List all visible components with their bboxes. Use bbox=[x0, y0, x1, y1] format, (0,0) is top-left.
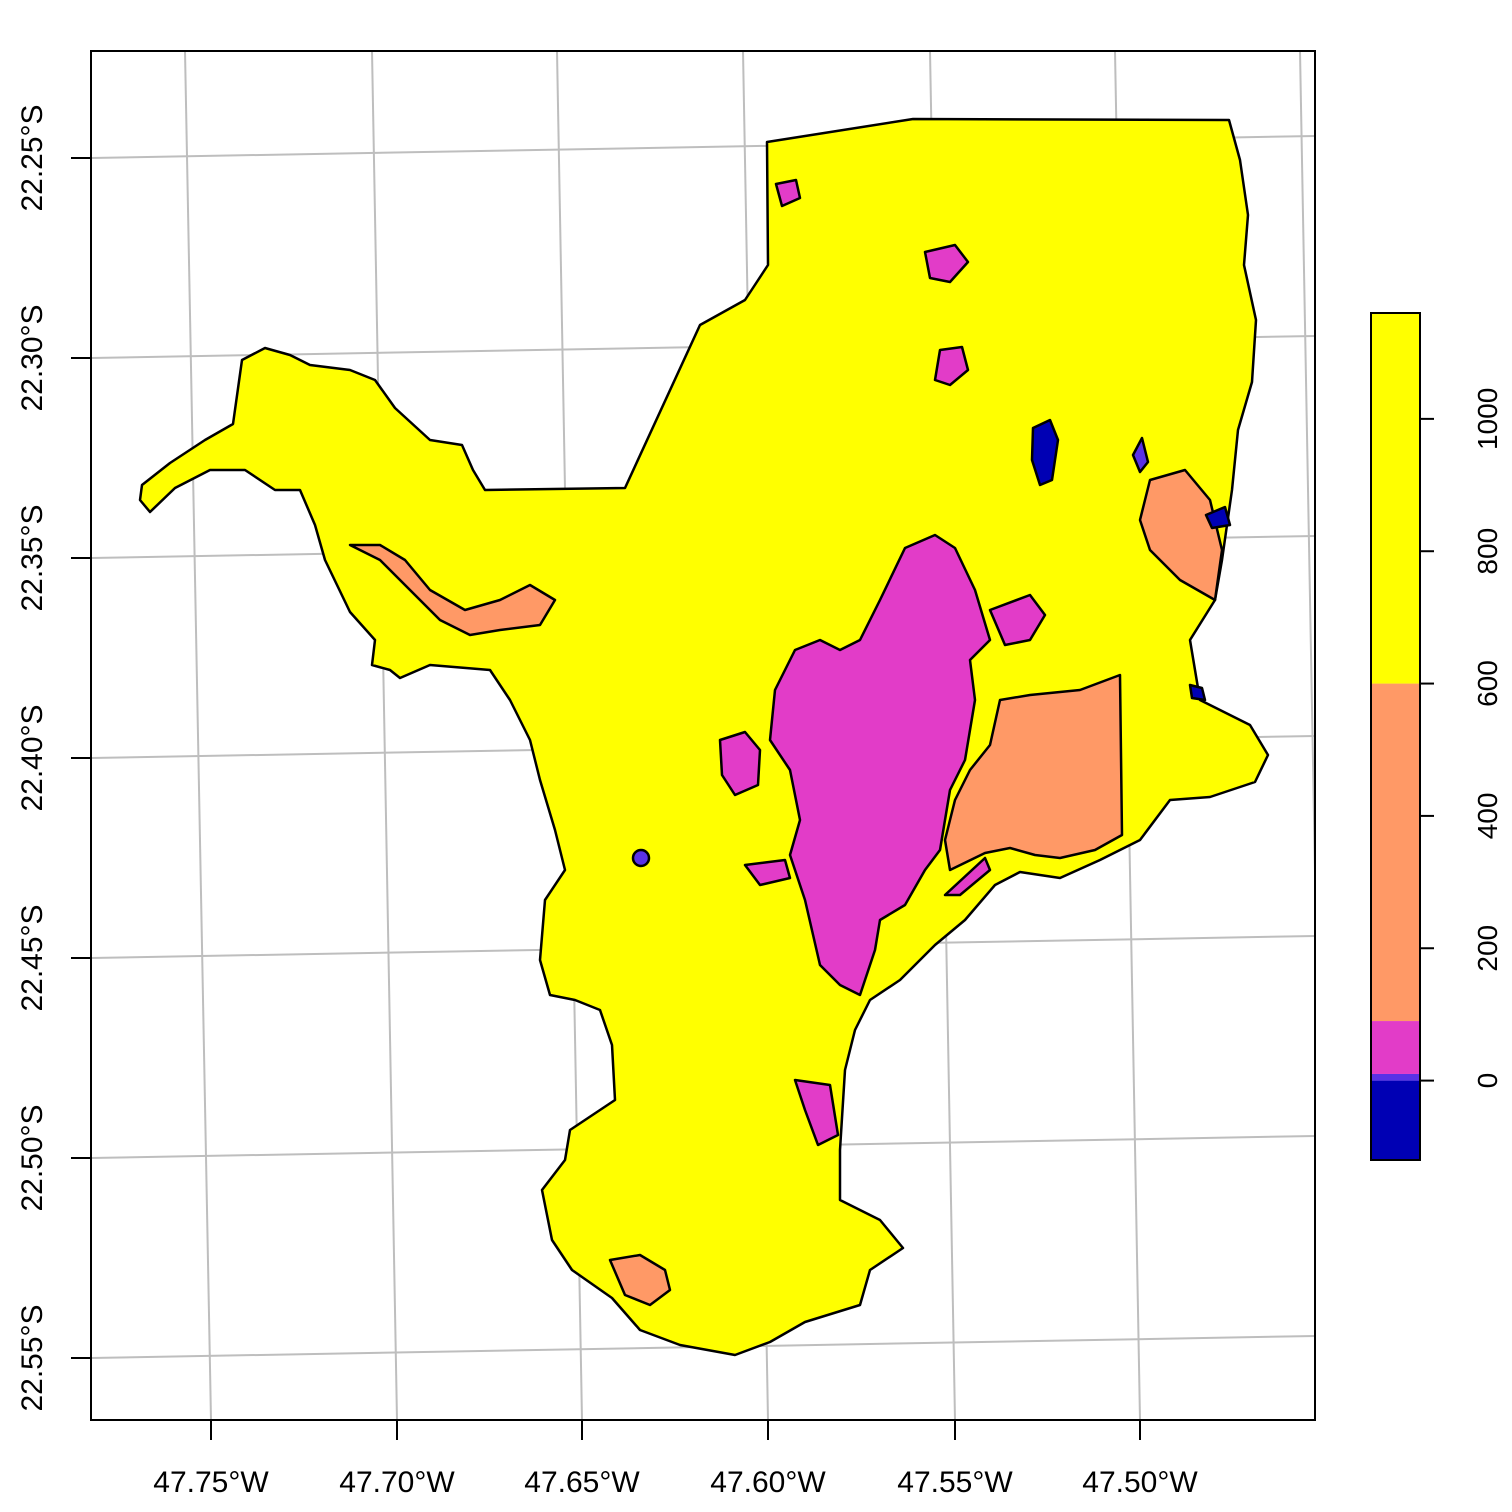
municipality-map bbox=[138, 117, 1270, 1357]
region-high bbox=[138, 117, 1270, 1357]
region-urban-center bbox=[768, 533, 992, 997]
region-urban-north bbox=[923, 243, 970, 284]
legend-band-4 bbox=[1371, 683, 1420, 1022]
x-axis bbox=[210, 1420, 1141, 1440]
lon-label-4: 47.60°W bbox=[710, 1466, 826, 1499]
legend-bands bbox=[1371, 313, 1420, 1160]
region-urban-southeast-strip bbox=[943, 856, 992, 897]
lat-label-1: 22.25°S bbox=[16, 104, 49, 211]
lat-label-3: 22.35°S bbox=[16, 504, 49, 611]
lon-label-1: 47.75°W bbox=[153, 1466, 269, 1499]
y-axis bbox=[71, 157, 91, 1359]
lon-label-3: 47.65°W bbox=[524, 1466, 640, 1499]
legend-ticks: 0 200 400 600 800 1000 bbox=[1420, 388, 1503, 1089]
region-mid-south bbox=[608, 1253, 672, 1307]
region-mid-west bbox=[348, 543, 557, 637]
legend-label-6: 1000 bbox=[1472, 388, 1503, 450]
legend-band-1 bbox=[1371, 1080, 1420, 1160]
region-urban-west bbox=[718, 730, 762, 797]
region-urban-northwest bbox=[774, 178, 802, 208]
legend-colorbar: 0 200 400 600 800 1000 bbox=[1370, 312, 1503, 1161]
legend-label-4: 600 bbox=[1472, 660, 1503, 707]
lat-label-2: 22.30°S bbox=[16, 304, 49, 411]
region-water-reservoir bbox=[1131, 436, 1150, 474]
plot-frame bbox=[90, 50, 1316, 1421]
region-urban-north-2 bbox=[933, 345, 970, 387]
region-mid-northeast bbox=[1138, 468, 1224, 602]
lon-label-6: 47.50°W bbox=[1082, 1466, 1198, 1499]
lat-label-5: 22.45°S bbox=[16, 904, 49, 1011]
legend-frame bbox=[1370, 312, 1421, 1161]
legend-label-5: 800 bbox=[1472, 528, 1503, 575]
meridian-47-70 bbox=[371, 51, 398, 1420]
region-water-lake bbox=[1030, 418, 1060, 487]
lon-label-2: 47.70°W bbox=[339, 1466, 455, 1499]
region-water-pond bbox=[631, 848, 651, 868]
region-water-east-2 bbox=[1188, 683, 1207, 702]
lat-label-6: 22.50°S bbox=[16, 1104, 49, 1211]
legend-label-3: 400 bbox=[1472, 793, 1503, 840]
x-axis-labels: 47.75°W 47.70°W 47.65°W 47.60°W 47.55°W … bbox=[153, 1466, 1198, 1499]
legend-label-2: 200 bbox=[1472, 925, 1503, 972]
region-urban-south bbox=[793, 1078, 840, 1147]
lat-label-4: 22.40°S bbox=[16, 704, 49, 811]
lat-label-7: 22.55°S bbox=[16, 1304, 49, 1411]
region-water-east bbox=[1204, 505, 1232, 530]
legend-band-2 bbox=[1371, 1073, 1420, 1081]
region-urban-northeast bbox=[988, 593, 1047, 647]
lon-label-5: 47.55°W bbox=[897, 1466, 1013, 1499]
legend-label-1: 0 bbox=[1472, 1073, 1503, 1089]
y-axis-labels: 22.25°S 22.30°S 22.35°S 22.40°S 22.45°S … bbox=[16, 104, 49, 1411]
meridian-47-75 bbox=[184, 51, 212, 1420]
legend-band-5 bbox=[1371, 313, 1420, 684]
legend-band-3 bbox=[1371, 1021, 1420, 1074]
region-urban-southwest-strip bbox=[743, 858, 792, 887]
region-mid-east bbox=[943, 673, 1124, 872]
